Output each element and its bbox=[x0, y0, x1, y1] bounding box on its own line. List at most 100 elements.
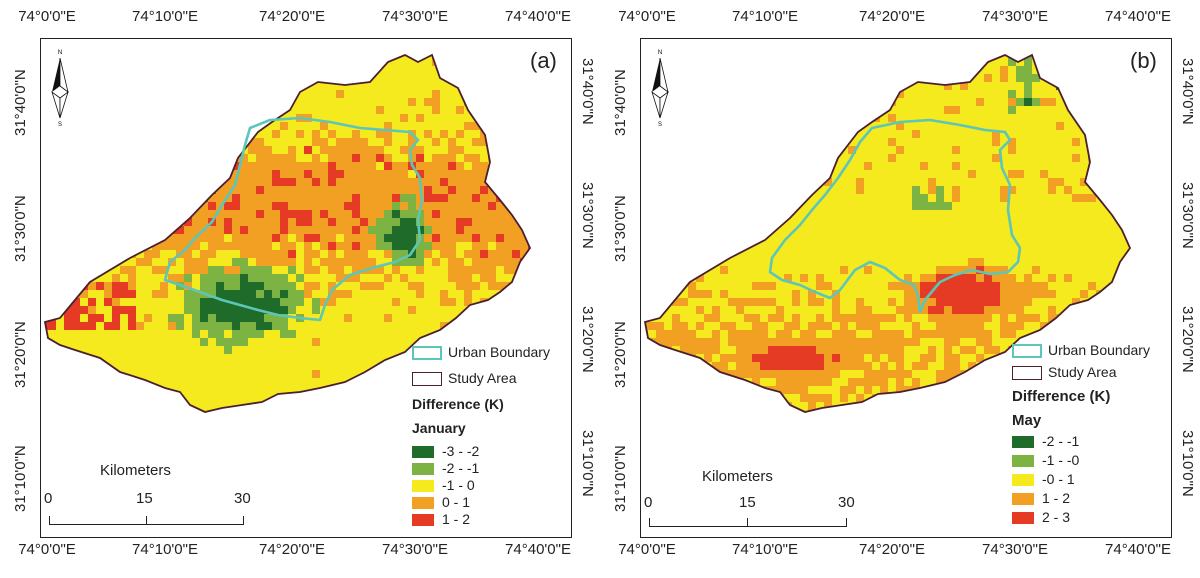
raster-cell bbox=[144, 106, 152, 114]
raster-cell bbox=[80, 90, 88, 98]
raster-cell bbox=[944, 282, 952, 290]
raster-cell bbox=[536, 210, 544, 218]
raster-cell bbox=[1104, 138, 1112, 146]
raster-cell bbox=[144, 210, 152, 218]
raster-cell bbox=[1032, 202, 1040, 210]
raster-cell bbox=[120, 306, 128, 314]
raster-cell bbox=[1080, 258, 1088, 266]
raster-cell bbox=[88, 282, 96, 290]
raster-cell bbox=[840, 90, 848, 98]
raster-cell bbox=[496, 258, 504, 266]
raster-cell bbox=[896, 266, 904, 274]
raster-cell bbox=[104, 306, 112, 314]
raster-cell bbox=[744, 226, 752, 234]
raster-cell bbox=[800, 74, 808, 82]
raster-cell bbox=[400, 394, 408, 402]
raster-cell bbox=[864, 162, 872, 170]
raster-cell bbox=[320, 202, 328, 210]
raster-cell bbox=[1048, 226, 1056, 234]
raster-cell bbox=[184, 226, 192, 234]
raster-cell bbox=[456, 122, 464, 130]
raster-cell bbox=[112, 322, 120, 330]
raster-cell bbox=[1112, 162, 1120, 170]
raster-cell bbox=[1048, 266, 1056, 274]
raster-cell bbox=[680, 82, 688, 90]
raster-cell bbox=[784, 114, 792, 122]
raster-cell bbox=[720, 122, 728, 130]
raster-cell bbox=[736, 250, 744, 258]
raster-cell bbox=[152, 146, 160, 154]
raster-cell bbox=[904, 210, 912, 218]
raster-cell bbox=[120, 322, 128, 330]
raster-cell bbox=[440, 226, 448, 234]
raster-cell bbox=[336, 154, 344, 162]
raster-cell bbox=[312, 162, 320, 170]
raster-cell bbox=[984, 258, 992, 266]
raster-cell bbox=[1008, 58, 1016, 66]
raster-cell bbox=[952, 194, 960, 202]
raster-cell bbox=[184, 130, 192, 138]
raster-cell bbox=[280, 242, 288, 250]
raster-cell bbox=[96, 186, 104, 194]
raster-cell bbox=[992, 114, 1000, 122]
raster-cell bbox=[712, 282, 720, 290]
raster-cell bbox=[984, 55, 992, 58]
raster-cell bbox=[536, 138, 544, 146]
raster-cell bbox=[864, 106, 872, 114]
raster-cell bbox=[152, 282, 160, 290]
raster-cell bbox=[296, 418, 304, 426]
raster-cell bbox=[144, 82, 152, 90]
raster-cell bbox=[848, 66, 856, 74]
raster-cell bbox=[360, 210, 368, 218]
raster-cell bbox=[768, 162, 776, 170]
raster-cell bbox=[72, 386, 80, 394]
raster-cell bbox=[840, 274, 848, 282]
raster-cell bbox=[848, 90, 856, 98]
raster-cell bbox=[304, 282, 312, 290]
raster-cell bbox=[880, 66, 888, 74]
raster-cell bbox=[216, 338, 224, 346]
raster-cell bbox=[128, 202, 136, 210]
raster-cell bbox=[440, 154, 448, 162]
raster-cell bbox=[1008, 66, 1016, 74]
raster-cell bbox=[680, 98, 688, 106]
raster-cell bbox=[992, 194, 1000, 202]
raster-cell bbox=[248, 234, 256, 242]
raster-cell bbox=[120, 154, 128, 162]
raster-cell bbox=[384, 186, 392, 194]
raster-cell bbox=[152, 418, 160, 426]
raster-cell bbox=[480, 106, 488, 114]
raster-cell bbox=[960, 138, 968, 146]
raster-cell bbox=[856, 66, 864, 74]
raster-cell bbox=[344, 178, 352, 186]
raster-cell bbox=[45, 178, 48, 186]
raster-cell bbox=[784, 90, 792, 98]
raster-cell bbox=[936, 178, 944, 186]
raster-cell bbox=[512, 330, 520, 338]
raster-cell bbox=[272, 66, 280, 74]
raster-cell bbox=[320, 186, 328, 194]
raster-cell bbox=[1032, 170, 1040, 178]
raster-cell bbox=[936, 114, 944, 122]
raster-cell bbox=[736, 178, 744, 186]
raster-cell bbox=[696, 242, 704, 250]
raster-cell bbox=[144, 154, 152, 162]
raster-cell bbox=[88, 314, 96, 322]
raster-cell bbox=[272, 290, 280, 298]
raster-cell bbox=[1056, 122, 1064, 130]
raster-cell bbox=[736, 98, 744, 106]
raster-cell bbox=[840, 242, 848, 250]
raster-cell bbox=[400, 402, 408, 410]
raster-cell bbox=[304, 66, 312, 74]
raster-cell bbox=[256, 410, 264, 412]
raster-cell bbox=[464, 154, 472, 162]
raster-cell bbox=[152, 338, 160, 346]
raster-cell bbox=[256, 266, 264, 274]
raster-cell bbox=[344, 114, 352, 122]
raster-cell bbox=[736, 266, 744, 274]
raster-cell bbox=[328, 354, 336, 362]
raster-cell bbox=[1056, 74, 1064, 82]
raster-cell bbox=[1032, 114, 1040, 122]
raster-cell bbox=[1088, 234, 1096, 242]
raster-cell bbox=[720, 178, 728, 186]
